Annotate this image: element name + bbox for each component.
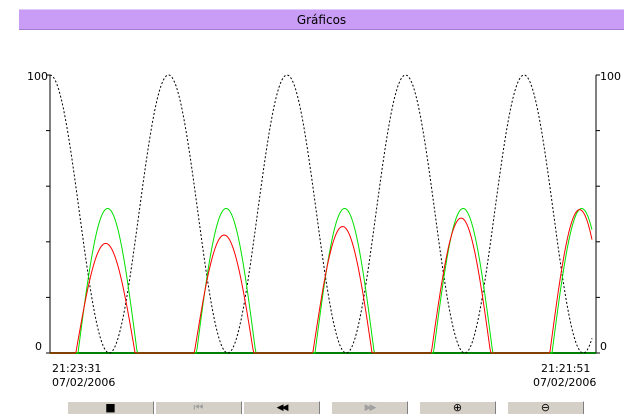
y-right-max-label: 100: [600, 70, 621, 83]
y-right-min-label: 0: [600, 340, 607, 353]
skip-back-icon: ⏮: [193, 401, 204, 414]
window-title: Gráficos: [296, 13, 347, 27]
series-red: [50, 209, 593, 354]
y-left-min-label: 0: [35, 340, 42, 353]
stop-button[interactable]: ■: [67, 401, 154, 414]
stop-icon: ■: [105, 401, 116, 414]
rewind-button[interactable]: ◀◀: [243, 401, 320, 414]
series-black-dashed: [49, 74, 593, 354]
date-start-label: 07/02/2006: [52, 376, 116, 389]
zoom-in-icon: ⊕: [452, 401, 463, 414]
time-end-label: 21:21:51: [541, 362, 591, 375]
zoom-out-button[interactable]: ⊖: [507, 401, 584, 414]
window-title-bar: Gráficos: [19, 9, 624, 30]
time-start-label: 21:23:31: [52, 362, 102, 375]
zoom-out-icon: ⊖: [540, 401, 551, 414]
chart-axes: [46, 74, 600, 354]
fast-forward-icon: ▶▶: [364, 403, 377, 413]
go-to-start-button[interactable]: ⏮: [155, 401, 242, 414]
date-end-label: 07/02/2006: [533, 376, 597, 389]
rewind-icon: ◀◀: [276, 403, 289, 413]
zoom-in-button[interactable]: ⊕: [419, 401, 496, 414]
fast-forward-button[interactable]: ▶▶: [331, 401, 408, 414]
y-left-max-label: 100: [27, 70, 48, 83]
